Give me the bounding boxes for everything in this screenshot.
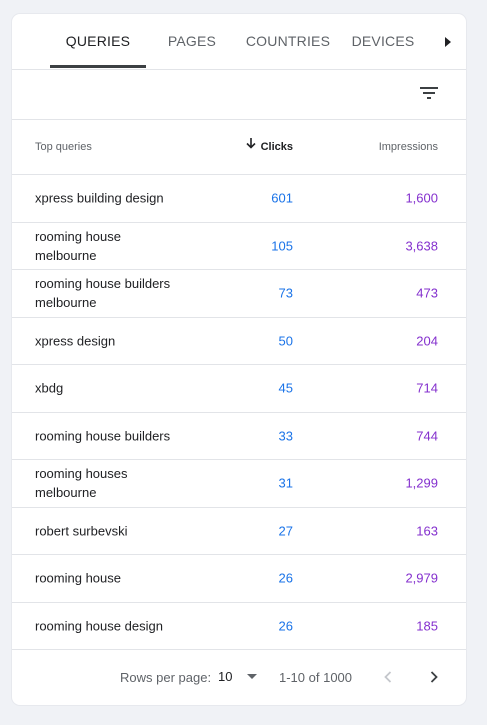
clicks-cell: 26 (278, 570, 293, 586)
clicks-cell: 50 (278, 333, 293, 349)
table-row[interactable]: xpress building design 601 1,600 (12, 175, 466, 223)
caret-down-icon (247, 674, 257, 679)
impressions-cell: 163 (416, 523, 438, 539)
query-cell: rooming house (35, 570, 121, 586)
column-header-impressions[interactable]: Impressions (378, 141, 438, 153)
rows-per-page-select[interactable]: 10 (218, 663, 262, 691)
table-body: xpress building design 601 1,600 rooming… (12, 175, 466, 650)
tab-bar: QUERIES PAGES COUNTRIES DEVICES (12, 14, 466, 70)
table-row[interactable]: rooming house builders melbourne 73 473 (12, 270, 466, 318)
table-header: Top queries Clicks Impressions (12, 120, 466, 175)
performance-card: QUERIES PAGES COUNTRIES DEVICES Top quer… (12, 14, 466, 705)
table-row[interactable]: rooming house 26 2,979 (12, 555, 466, 603)
pagination: Rows per page: 10 1-10 of 1000 (12, 650, 466, 705)
active-tab-indicator (50, 65, 146, 68)
column-header-clicks-label: Clicks (260, 141, 293, 153)
impressions-cell: 1,299 (405, 475, 438, 491)
rows-per-page-value: 10 (218, 669, 233, 684)
query-cell: robert surbevski (35, 523, 128, 539)
tab-queries[interactable]: QUERIES (65, 33, 131, 49)
impressions-cell: 714 (416, 380, 438, 396)
table-row[interactable]: xpress design 50 204 (12, 318, 466, 365)
table-row[interactable]: rooming house design 26 185 (12, 603, 466, 650)
arrow-down-icon (245, 119, 257, 173)
filter-list-icon[interactable] (417, 81, 441, 105)
pagination-range: 1-10 of 1000 (279, 670, 353, 685)
query-cell: rooming house builders (35, 428, 171, 444)
query-cell: rooming house melbourne (35, 228, 121, 263)
clicks-cell: 45 (278, 380, 293, 396)
impressions-cell: 473 (416, 285, 438, 301)
table-row[interactable]: rooming house builders 33 744 (12, 413, 466, 460)
clicks-cell: 105 (271, 238, 293, 254)
rows-per-page-label: Rows per page: (120, 670, 212, 685)
clicks-cell: 27 (278, 523, 293, 539)
query-cell: xbdg (35, 380, 64, 396)
chevron-left-icon[interactable] (378, 667, 398, 687)
query-cell: rooming house design (35, 618, 163, 634)
impressions-cell: 204 (416, 333, 438, 349)
query-cell: xpress building design (35, 190, 164, 206)
clicks-cell: 26 (278, 618, 293, 634)
query-cell: rooming houses melbourne (35, 466, 128, 501)
clicks-cell: 31 (278, 475, 293, 491)
impressions-cell: 185 (416, 618, 438, 634)
table-row[interactable]: xbdg 45 714 (12, 365, 466, 413)
clicks-cell: 601 (271, 190, 293, 206)
triangle-right-icon[interactable] (438, 32, 458, 52)
tab-devices[interactable]: DEVICES (351, 33, 415, 49)
impressions-cell: 744 (416, 428, 438, 444)
query-cell: xpress design (35, 333, 116, 349)
impressions-cell: 1,600 (405, 190, 438, 206)
column-header-query: Top queries (35, 141, 92, 153)
query-cell: rooming house builders melbourne (35, 276, 171, 311)
filter-row (12, 69, 466, 120)
clicks-cell: 33 (278, 428, 293, 444)
clicks-cell: 73 (278, 285, 293, 301)
column-header-clicks[interactable]: Clicks (245, 120, 293, 174)
chevron-right-icon[interactable] (424, 667, 444, 687)
tab-countries[interactable]: COUNTRIES (245, 33, 331, 49)
tab-pages[interactable]: PAGES (167, 33, 217, 49)
impressions-cell: 3,638 (405, 238, 438, 254)
table-row[interactable]: robert surbevski 27 163 (12, 508, 466, 555)
table-row[interactable]: rooming house melbourne 105 3,638 (12, 223, 466, 270)
table-row[interactable]: rooming houses melbourne 31 1,299 (12, 460, 466, 508)
impressions-cell: 2,979 (405, 570, 438, 586)
